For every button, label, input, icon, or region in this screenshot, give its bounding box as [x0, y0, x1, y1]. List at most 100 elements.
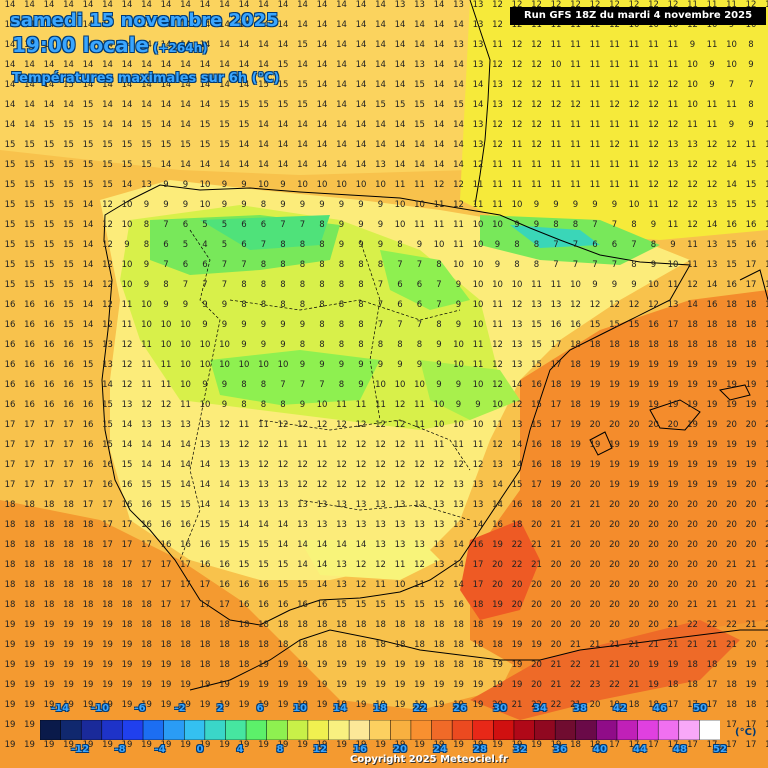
- grid-value: 15: [4, 280, 16, 290]
- grid-value: 16: [82, 400, 94, 410]
- grid-value: 14: [219, 480, 230, 490]
- grid-value: 18: [160, 620, 172, 630]
- grid-value: 16: [219, 580, 230, 590]
- grid-value: 10: [511, 280, 523, 290]
- grid-value: 15: [102, 400, 113, 410]
- grid-value: 10: [472, 280, 484, 290]
- grid-value: 13: [394, 540, 406, 550]
- grid-value: 17: [667, 740, 679, 750]
- grid-value: 12: [394, 420, 406, 430]
- grid-value: 12: [433, 580, 445, 590]
- grid-value: 22: [511, 540, 523, 550]
- grid-value: 14: [121, 80, 133, 90]
- grid-value: 18: [82, 540, 94, 550]
- grid-value: 11: [414, 220, 425, 230]
- grid-value: 17: [667, 700, 679, 710]
- sardinia-outline: [739, 269, 768, 301]
- grid-value: 18: [726, 300, 737, 310]
- grid-value: 12: [706, 140, 718, 150]
- grid-value: 18: [745, 320, 757, 330]
- grid-value: 6: [182, 220, 189, 230]
- grid-value: 12: [492, 0, 503, 10]
- grid-value: 13: [219, 460, 230, 470]
- grid-value: 11: [336, 400, 347, 410]
- grid-value: 15: [4, 200, 16, 210]
- grid-value: 13: [238, 480, 250, 490]
- grid-value: 9: [124, 240, 130, 250]
- grid-value: 18: [726, 680, 737, 690]
- grid-value: 14: [726, 160, 737, 170]
- grid-value: 10: [219, 340, 230, 350]
- grid-value: 16: [4, 400, 16, 410]
- grid-value: 14: [43, 20, 55, 30]
- grid-value: 12: [121, 360, 133, 370]
- grid-value: 18: [355, 640, 367, 650]
- forecast-date-title: samedi 15 novembre 2025: [10, 10, 279, 31]
- grid-value: 16: [316, 600, 328, 610]
- legend-swatch: [493, 719, 515, 741]
- grid-value: 20: [745, 420, 757, 430]
- grid-value: 14: [355, 0, 367, 10]
- grid-value: 9: [436, 340, 442, 350]
- grid-value: 12: [628, 0, 640, 10]
- grid-value: 11: [414, 400, 425, 410]
- grid-value: 8: [241, 300, 247, 310]
- grid-value: 14: [102, 60, 113, 70]
- grid-value: 19: [24, 700, 35, 710]
- grid-value: 14: [375, 20, 386, 30]
- grid-value: 21: [531, 560, 542, 570]
- grid-value: 19: [199, 740, 211, 750]
- grid-value: 12: [531, 40, 542, 50]
- grid-value: 17: [43, 420, 55, 430]
- grid-value: 14: [141, 40, 152, 50]
- grid-value: 21: [667, 620, 679, 630]
- grid-value: 9: [728, 120, 735, 130]
- grid-value: 19: [121, 640, 133, 650]
- grid-value: 17: [4, 480, 16, 490]
- grid-value: 8: [299, 300, 306, 310]
- grid-value: 12: [687, 280, 698, 290]
- grid-value: 14: [297, 160, 308, 170]
- legend-bottom-label: 44: [633, 744, 647, 755]
- grid-value: 11: [121, 320, 133, 330]
- grid-value: 17: [82, 480, 94, 490]
- legend-top-label: 38: [573, 703, 587, 714]
- legend-top-label: 26: [453, 703, 467, 714]
- grid-value: 12: [687, 20, 698, 30]
- grid-value: 14: [141, 0, 152, 10]
- grid-value: 9: [728, 20, 735, 30]
- grid-value: 15: [199, 120, 211, 130]
- grid-value: 14: [160, 20, 172, 30]
- grid-value: 8: [319, 240, 325, 250]
- grid-value: 20: [667, 540, 679, 550]
- grid-value: 20: [570, 560, 581, 570]
- grid-value: 21: [726, 600, 737, 610]
- grid-value: 12: [687, 180, 698, 190]
- grid-value: 8: [163, 280, 169, 290]
- grid-value: 15: [24, 160, 35, 170]
- grid-value: 18: [589, 740, 601, 750]
- grid-value: 13: [687, 140, 698, 150]
- grid-value: 19: [160, 700, 172, 710]
- grid-value: 7: [592, 260, 598, 270]
- grid-value: 12: [394, 400, 406, 410]
- grid-value: 9: [280, 320, 286, 330]
- grid-value: 11: [550, 80, 562, 90]
- grid-value: 12: [414, 560, 425, 570]
- grid-value: 9: [338, 240, 345, 250]
- grid-value: 9: [143, 200, 150, 210]
- grid-value: 9: [260, 340, 267, 350]
- grid-value: 22: [609, 680, 620, 690]
- grid-value: 12: [511, 20, 523, 30]
- grid-value: 7: [299, 380, 306, 390]
- grid-value: 13: [199, 420, 211, 430]
- grid-value: 14: [336, 140, 347, 150]
- grid-value: 19: [414, 700, 425, 710]
- grid-value: 20: [765, 640, 768, 650]
- grid-value: 11: [550, 40, 562, 50]
- grid-value: 20: [589, 620, 601, 630]
- grid-value: 10: [667, 20, 679, 30]
- grid-value: 8: [319, 260, 325, 270]
- grid-value: 20: [609, 540, 620, 550]
